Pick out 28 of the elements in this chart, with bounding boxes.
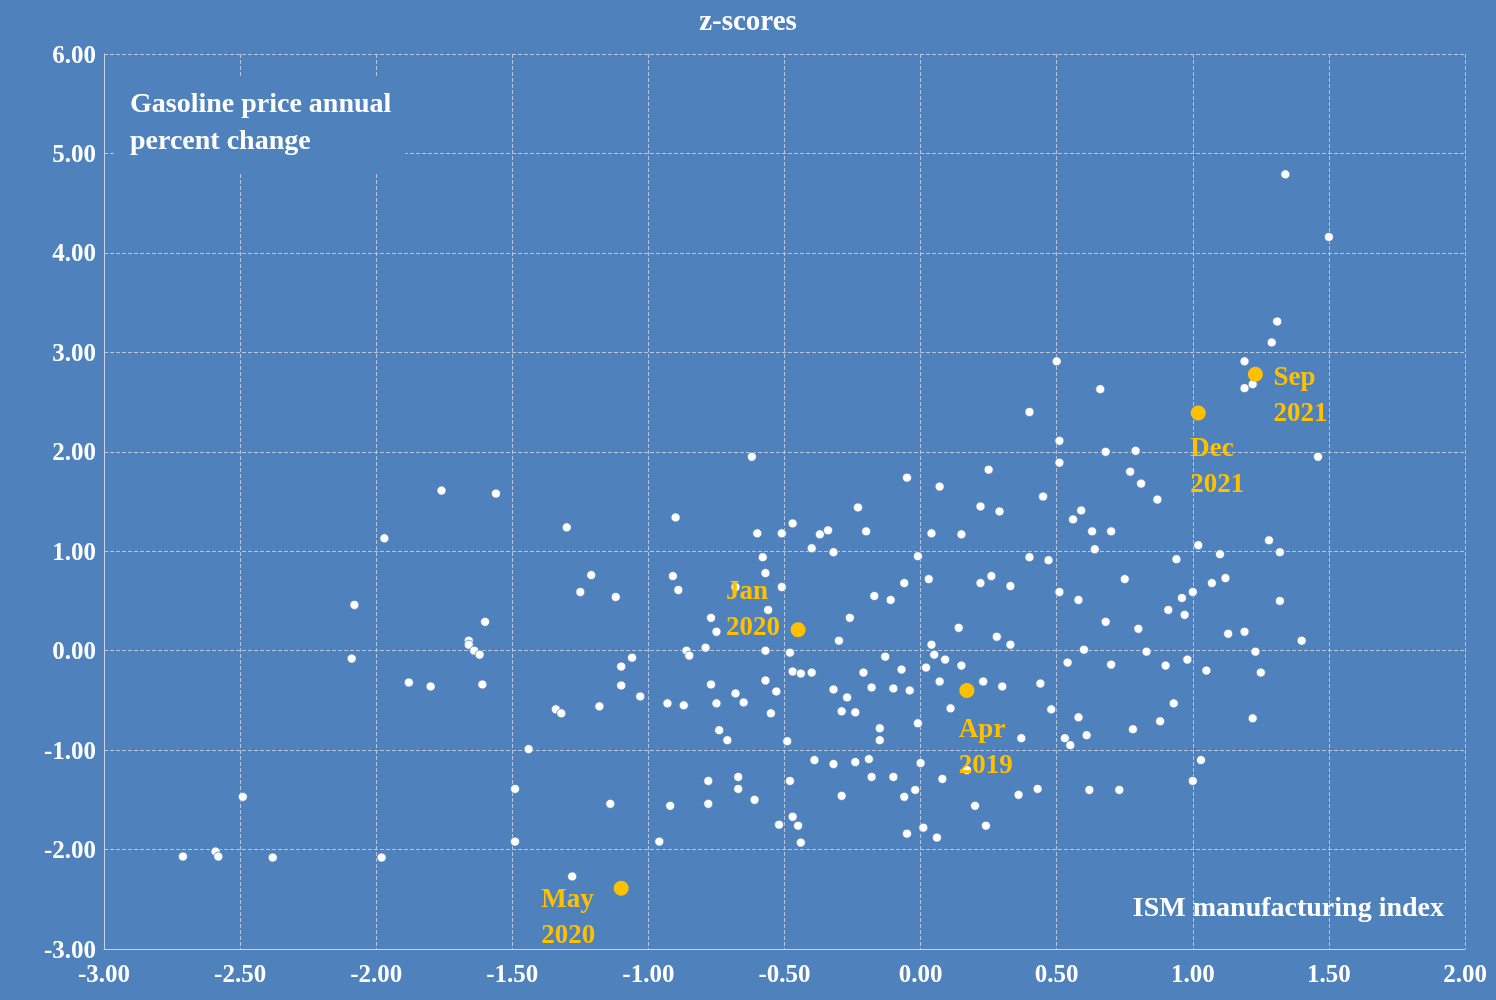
x-tick-label: 0.00 <box>898 960 943 987</box>
x-tick-label: -2.00 <box>350 960 403 987</box>
y-tick-label: -3.00 <box>43 935 96 963</box>
y-tick-label: 3.00 <box>52 338 96 366</box>
annotation: Sep 2021 <box>1273 361 1328 428</box>
annotation: Jan 2020 <box>726 574 781 641</box>
x-tick-label: -2.50 <box>214 960 267 987</box>
y-tick-label: 2.00 <box>52 438 96 466</box>
y-tick-label: 1.00 <box>52 537 96 565</box>
y-tick-label: 4.00 <box>52 239 96 267</box>
annotation: May 2020 <box>541 883 596 950</box>
y-axis-title: Gasoline price annual percent change <box>130 87 392 155</box>
x-tick-label: -1.00 <box>622 960 675 987</box>
x-tick-label: 1.50 <box>1307 960 1351 987</box>
y-tick-label: 0.00 <box>52 637 96 665</box>
annotation: Apr 2019 <box>958 713 1013 780</box>
chart-title: z-scores <box>699 3 797 36</box>
y-tick-label: -1.00 <box>43 736 96 764</box>
x-axis-title: ISM manufacturing index <box>1132 890 1445 922</box>
x-tick-label: -3.00 <box>77 960 131 987</box>
x-tick-label: -0.50 <box>758 960 811 987</box>
y-tick-label: 5.00 <box>52 139 96 167</box>
x-tick-label: 2.00 <box>1443 960 1487 987</box>
x-tick-label: 1.00 <box>1170 960 1215 987</box>
y-tick-label: -2.00 <box>43 836 96 864</box>
y-tick-label: 6.00 <box>52 40 96 68</box>
x-tick-label: 0.50 <box>1034 960 1079 987</box>
x-tick-label: -1.50 <box>486 960 539 987</box>
